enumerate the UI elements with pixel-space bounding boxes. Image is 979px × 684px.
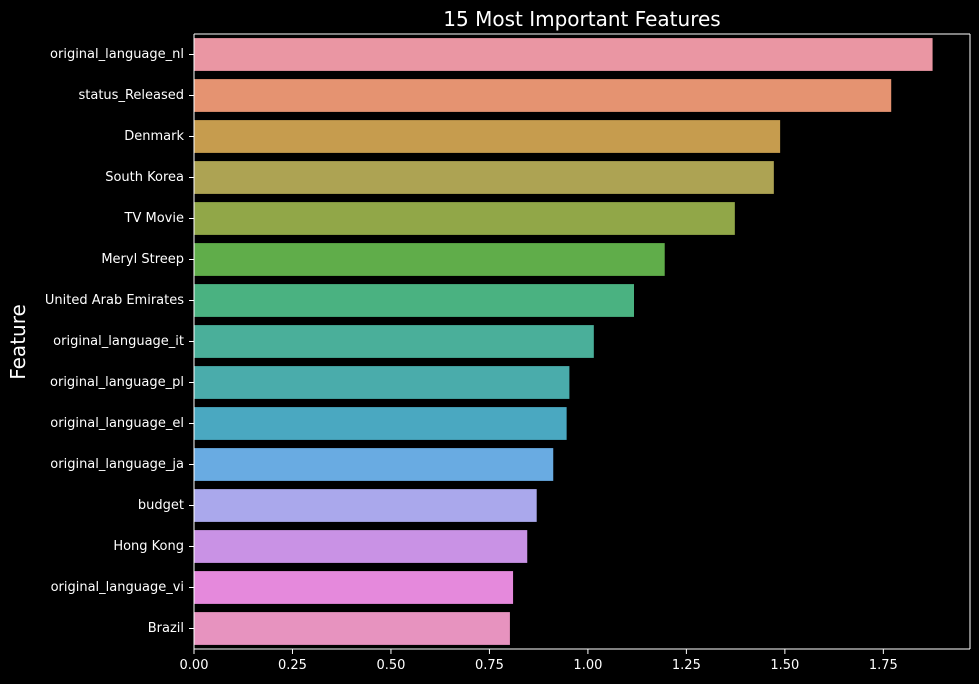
bar [194,448,554,481]
y-tick-label: budget [138,498,184,513]
bar [194,284,634,317]
x-tick-label: 1.25 [672,658,701,673]
x-tick-label: 1.00 [573,658,602,673]
chart-title: 15 Most Important Features [443,7,720,31]
y-tick-label: Meryl Streep [101,252,184,267]
bar [194,407,567,440]
x-tick-label: 0.25 [278,658,307,673]
x-tick-label: 1.50 [770,658,799,673]
y-tick-label: original_language_it [53,334,184,349]
bar [194,38,933,71]
bar [194,530,528,563]
y-tick-label: original_language_el [50,416,184,431]
bars-group [194,38,933,645]
x-tick-label: 0.00 [180,658,209,673]
y-axis-label: Feature [6,304,30,380]
bar [194,571,514,604]
bar [194,489,537,522]
bar [194,243,665,276]
bar [194,612,510,645]
y-tick-label: original_language_vi [51,580,184,595]
y-tick-label: United Arab Emirates [45,293,184,308]
x-tick-label: 1.75 [869,658,898,673]
y-tick-label: Brazil [148,621,184,636]
bar [194,325,594,358]
y-tick-group: original_language_nl status_Released Denma… [45,47,194,636]
bar [194,366,570,399]
bar [194,202,735,235]
y-tick-label: TV Movie [124,211,184,226]
bar [194,79,892,112]
y-tick-label: original_language_ja [50,457,184,472]
y-tick-label: Denmark [124,129,184,144]
y-tick-label: original_language_nl [50,47,184,62]
bar [194,120,781,153]
bar [194,161,774,194]
y-tick-label: status_Released [79,88,185,103]
x-tick-label: 0.50 [376,658,405,673]
y-tick-label: Hong Kong [113,539,184,554]
y-tick-label: South Korea [105,170,184,185]
y-tick-label: original_language_pl [50,375,184,390]
x-tick-label: 0.75 [475,658,504,673]
x-tick-group: 0.00 0.25 0.50 0.75 1.00 1.25 1.50 1.75 [180,649,898,673]
